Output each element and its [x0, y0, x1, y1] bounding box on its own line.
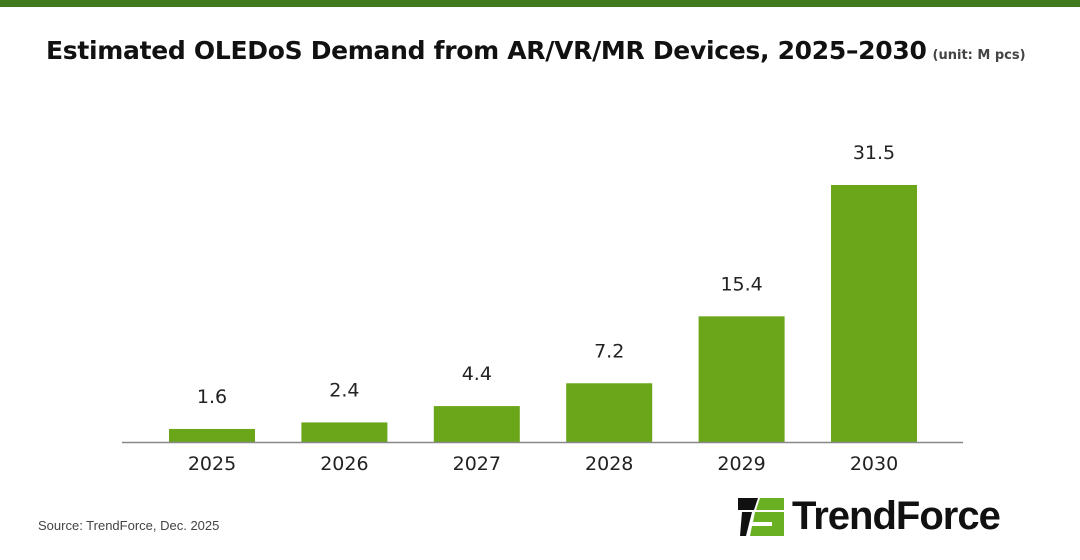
title-text: Estimated OLEDoS Demand from AR/VR/MR De…: [46, 36, 927, 65]
top-accent-bar: [0, 0, 1080, 7]
chart-title: Estimated OLEDoS Demand from AR/VR/MR De…: [46, 36, 1026, 65]
data-label-2026: 2.4: [329, 379, 359, 401]
data-label-2027: 4.4: [462, 363, 492, 385]
x-tick-label-2026: 2026: [320, 453, 368, 475]
source-note: Source: TrendForce, Dec. 2025: [38, 518, 220, 533]
logo-wordmark: TrendForce: [792, 494, 1001, 538]
bar-2027: [433, 406, 520, 442]
data-label-2029: 15.4: [720, 273, 762, 295]
data-label-2025: 1.6: [197, 386, 227, 408]
x-tick-label-2029: 2029: [717, 453, 765, 475]
x-tick-label-2027: 2027: [453, 453, 501, 475]
bar-2025: [169, 428, 255, 442]
bar-2030: [831, 185, 917, 442]
data-label-2028: 7.2: [594, 340, 624, 362]
data-label-2030: 31.5: [853, 142, 895, 164]
bar-2026: [301, 422, 388, 442]
bar-2029: [698, 316, 785, 442]
bar-2028: [566, 383, 653, 442]
x-tick-label-2025: 2025: [188, 453, 236, 475]
logo-mark-icon: [738, 497, 784, 536]
x-tick-label-2030: 2030: [850, 453, 898, 475]
x-tick-label-2028: 2028: [585, 453, 633, 475]
trendforce-logo: TrendForce: [738, 494, 1001, 539]
unit-label: (unit: M pcs): [932, 48, 1026, 63]
